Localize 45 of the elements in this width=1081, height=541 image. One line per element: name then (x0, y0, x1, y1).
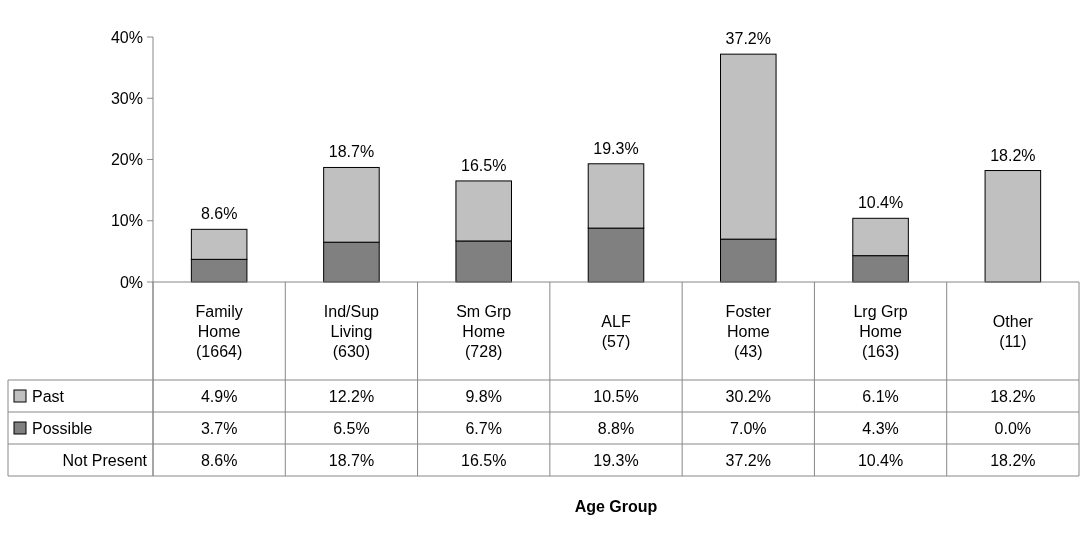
data-label: 10.5% (593, 387, 639, 405)
text: 37.2% (725, 451, 771, 469)
text: 18.7% (328, 451, 375, 469)
text: 16.5% (461, 451, 507, 469)
y-tick-label: 40% (110, 28, 143, 46)
data-label: 4.3% (862, 419, 899, 437)
y-tick-label: 30% (110, 89, 143, 107)
data-label: 0.0% (994, 419, 1032, 437)
text: Age Group (574, 498, 658, 515)
x-tick-label: Family Home (1664) (195, 302, 243, 360)
legend-label: Possible (32, 419, 93, 437)
x-tick-label: Ind/Sup Living (630) (323, 302, 380, 360)
legend-label: Past (32, 387, 65, 405)
total-label: 10.4% (857, 194, 904, 212)
y-tick-label: 0% (119, 273, 143, 291)
text: 19.3% (593, 451, 639, 469)
y-tick-label: 20% (110, 151, 143, 169)
y-tick-label: 10% (110, 212, 143, 230)
data-label: 18.2% (990, 387, 1036, 405)
data-label: 7.0% (730, 419, 767, 437)
total-label: 37.2% (725, 30, 771, 48)
x-tick-label: Foster Home (43) (725, 302, 772, 360)
data-label: 6.5% (333, 419, 370, 437)
data-label: 9.8% (465, 387, 502, 405)
x-tick-label: ALF (57) (601, 312, 631, 350)
data-label: 3.7% (200, 419, 238, 437)
bar (984, 170, 1042, 283)
total-label: 8.6% (200, 205, 238, 223)
data-label: 12.2% (328, 387, 375, 405)
total-label: 16.5% (461, 156, 507, 174)
x-tick-label: Lrg Grp Home (163) (853, 302, 908, 360)
data-label: 6.7% (465, 419, 502, 437)
total-label: 18.7% (328, 143, 375, 161)
data-label: 6.1% (862, 387, 899, 405)
data-label: 8.8% (597, 419, 635, 437)
total-label: 18.2% (990, 146, 1036, 164)
text: 8.6% (200, 451, 238, 469)
x-tick-label: Other (11) (992, 312, 1034, 350)
text: 18.2% (990, 451, 1036, 469)
text: 10.4% (857, 451, 904, 469)
total-label: 19.3% (593, 139, 639, 157)
data-label: 30.2% (725, 387, 771, 405)
x-tick-label: Sm Grp Home (728) (456, 302, 512, 360)
data-label: 4.9% (200, 387, 238, 405)
text: Not Present (62, 451, 148, 469)
